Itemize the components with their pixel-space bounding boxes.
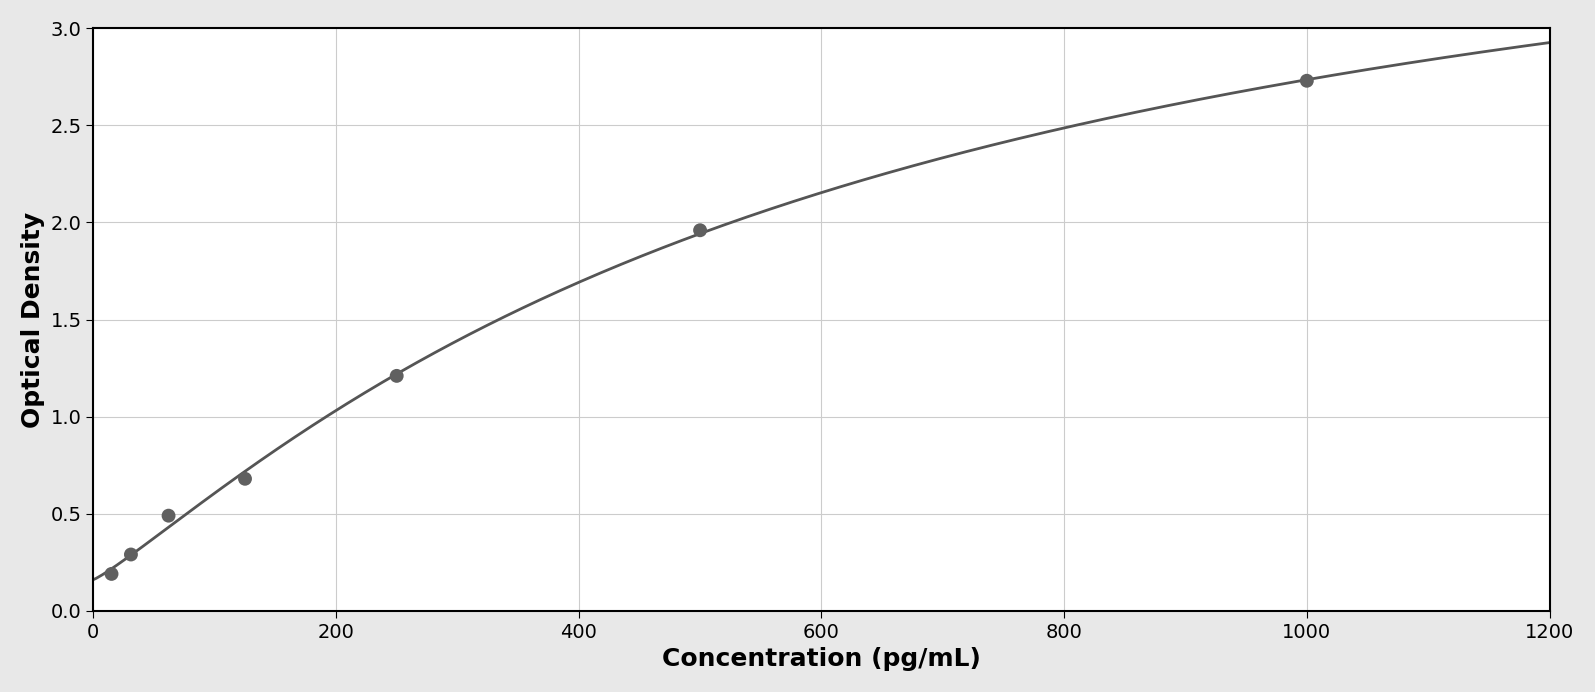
Y-axis label: Optical Density: Optical Density [21, 212, 45, 428]
Point [99, 568, 124, 579]
Point [233, 473, 258, 484]
Point [1294, 75, 1319, 86]
Point [687, 225, 713, 236]
X-axis label: Concentration (pg/mL): Concentration (pg/mL) [662, 647, 981, 671]
Point [156, 510, 182, 521]
Point [118, 549, 144, 560]
Point [384, 370, 410, 381]
